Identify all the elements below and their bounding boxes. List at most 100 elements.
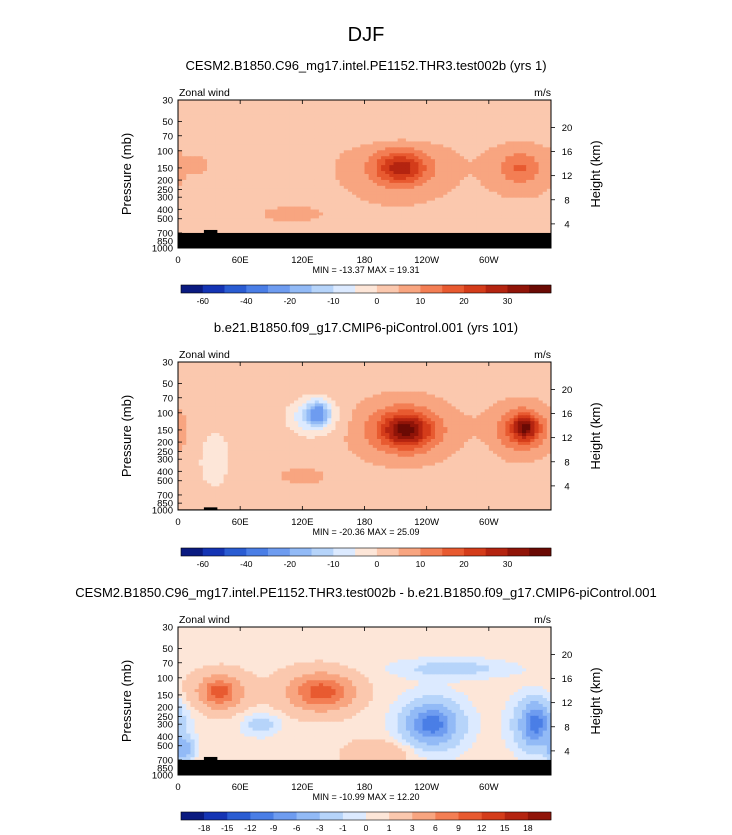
field-cell — [439, 147, 444, 151]
field-cell — [418, 168, 424, 172]
field-cell — [318, 153, 324, 157]
field-cell — [484, 367, 490, 372]
field-cell — [252, 182, 258, 187]
field-cell — [484, 218, 490, 222]
field-cell — [509, 367, 515, 372]
field-cell — [430, 105, 436, 110]
field-cell — [194, 182, 200, 187]
field-cell — [352, 159, 357, 163]
field-cell — [306, 105, 312, 110]
field-cell — [327, 185, 332, 190]
field-cell — [236, 108, 241, 113]
field-cell — [347, 367, 353, 372]
field-cell — [484, 179, 490, 184]
field-cell — [294, 194, 299, 199]
field-cell — [352, 221, 357, 225]
field-cell — [389, 105, 395, 110]
field-cell — [227, 129, 233, 134]
field-cell — [281, 126, 287, 131]
field-cell — [443, 114, 448, 119]
field-cell — [468, 129, 473, 134]
field-cell — [463, 162, 469, 166]
field-cell — [178, 218, 183, 222]
field-cell — [285, 135, 291, 140]
field-cell — [505, 117, 511, 122]
field-cell — [323, 185, 328, 190]
field-cell — [273, 105, 279, 110]
field-cell — [376, 218, 382, 222]
field-cell — [215, 224, 221, 228]
field-cell — [252, 138, 258, 143]
field-cell — [294, 126, 299, 131]
field-cell — [526, 370, 531, 375]
field-cell — [273, 120, 279, 125]
field-cell — [269, 141, 274, 145]
field-cell — [277, 126, 283, 131]
field-cell — [244, 203, 250, 208]
field-cell — [215, 227, 221, 231]
field-cell — [521, 132, 527, 137]
field-cell — [385, 224, 390, 228]
field-cell — [368, 224, 374, 228]
field-cell — [265, 191, 270, 196]
field-cell — [501, 362, 507, 366]
field-cell — [231, 188, 237, 193]
field-cell — [526, 215, 531, 219]
field-cell — [530, 159, 536, 163]
field-cell — [244, 132, 250, 137]
field-cell — [463, 194, 469, 199]
field-cell — [240, 144, 245, 148]
field-cell — [211, 203, 216, 208]
field-cell — [376, 364, 382, 369]
field-cell — [240, 162, 245, 166]
colorbar-box — [420, 285, 443, 293]
field-cell — [252, 209, 258, 214]
field-cell — [447, 165, 453, 169]
field-cell — [459, 188, 465, 193]
field-cell — [207, 179, 212, 184]
field-cell — [360, 215, 366, 219]
field-cell — [339, 203, 345, 208]
field-cell — [223, 221, 229, 225]
field-cell — [314, 162, 320, 166]
field-cell — [198, 138, 204, 143]
field-cell — [277, 212, 283, 217]
field-cell — [393, 126, 399, 131]
field-cell — [260, 218, 266, 222]
field-cell — [273, 102, 279, 107]
field-cell — [231, 150, 237, 154]
field-cell — [538, 185, 544, 190]
field-cell — [488, 126, 494, 131]
field-cell — [240, 373, 245, 378]
field-cell — [256, 367, 262, 372]
field-cell — [389, 120, 395, 125]
field-cell — [347, 156, 353, 160]
field-cell — [381, 129, 386, 134]
field-cell — [513, 126, 519, 131]
field-cell — [219, 168, 225, 172]
field-cell — [277, 218, 283, 222]
y-tick-label: 1000 — [152, 244, 173, 255]
field-cell — [455, 367, 461, 372]
field-cell — [223, 227, 229, 231]
field-cell — [534, 227, 540, 231]
field-cell — [215, 367, 221, 372]
field-cell — [244, 123, 250, 128]
field-cell — [480, 230, 486, 234]
colorbar-box — [181, 285, 204, 293]
field-cell — [538, 221, 544, 225]
field-cell — [289, 144, 295, 148]
field-cell — [294, 162, 299, 166]
field-cell — [236, 111, 241, 116]
field-cell — [265, 135, 270, 140]
field-cell — [314, 212, 320, 217]
field-cell — [202, 224, 208, 228]
field-cell — [310, 209, 316, 214]
field-cell — [538, 141, 544, 145]
field-cell — [285, 200, 291, 205]
field-cell — [219, 100, 225, 104]
field-cell — [426, 176, 432, 181]
field-cell — [194, 367, 200, 372]
field-cell — [546, 221, 551, 225]
